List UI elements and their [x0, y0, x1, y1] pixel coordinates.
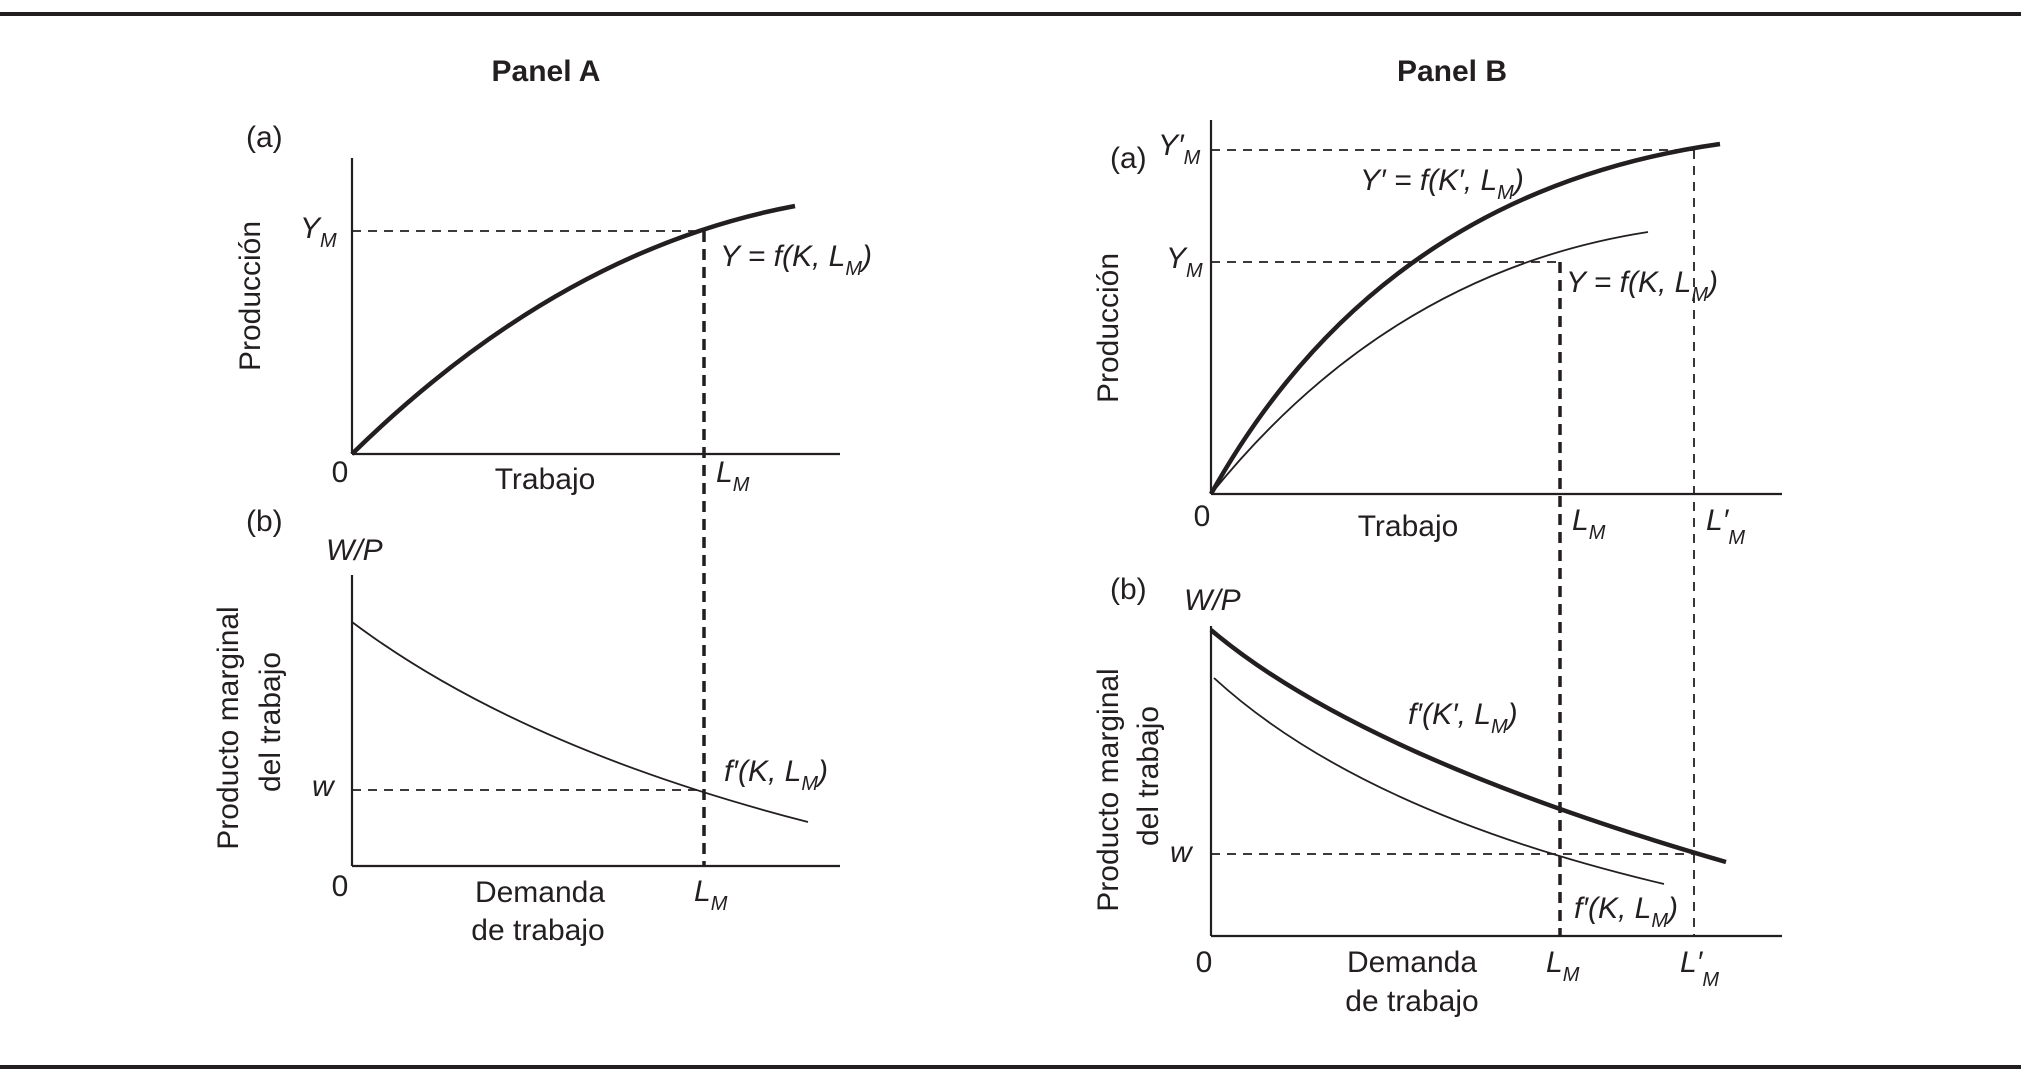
panel-a-b-xlabel-line2: de trabajo [471, 914, 604, 947]
panel-b-ym-tick: YM [1166, 242, 1203, 282]
panel-b-marginal-product-graph: (b) W/P Producto marginal del trabajo 0 … [1092, 573, 1782, 1018]
panel-b-marginal-product-curve-low [1213, 677, 1665, 885]
panel-a-b-lm-tick: LM [694, 875, 728, 915]
panel-a: Panel A (a) Producción Trabajo 0 YM LM Y… [212, 55, 872, 947]
panel-a-b-origin: 0 [332, 870, 349, 903]
panel-b-graph-b-tag: (b) [1110, 573, 1147, 606]
panel-a-marginal-product-curve [351, 621, 809, 823]
panel-a-b-ylabel-line1: Producto marginal [212, 606, 245, 849]
panel-a-a-origin: 0 [332, 456, 349, 489]
panel-b-title: Panel B [1397, 55, 1507, 88]
panel-b-w-tick: w [1170, 836, 1194, 869]
panel-b-production-graph: (a) Producción Trabajo 0 Y′M YM LM L′M Y… [1092, 120, 1782, 936]
panel-b-production-high-label: Y′ = f(K′, LM) [1360, 164, 1524, 204]
panel-a-b-ylabel-line2: del trabajo [254, 652, 287, 792]
panel-b-a-lm-tick: LM [1572, 504, 1606, 544]
panel-b-marginal-product-high-label: f′(K′, LM) [1408, 698, 1518, 738]
panel-b-marginal-product-low-label: f′(K, LM) [1574, 892, 1678, 932]
panel-a-title: Panel A [492, 55, 601, 88]
panel-b-b-lm-tick: LM [1546, 946, 1580, 986]
panel-b-production-curve-high [1209, 141, 1721, 496]
panel-b-b-y-top-label: W/P [1184, 584, 1241, 617]
panel-b-ym-prime-tick: Y′M [1158, 129, 1201, 169]
panel-a-b-y-top-label: W/P [326, 534, 383, 567]
panel-a-production-curve [350, 203, 796, 456]
panel-a-a-xlabel: Trabajo [495, 463, 596, 496]
panel-b-a-lm-prime-tick: L′M [1706, 504, 1745, 549]
panel-a-w-tick: w [312, 770, 336, 803]
panel-b-production-curve-low [1210, 231, 1649, 495]
panel-b-marginal-product-curve-high [1209, 628, 1727, 865]
panel-b-b-xlabel-line2: de trabajo [1345, 985, 1478, 1018]
panel-a-ym-tick: YM [300, 212, 337, 252]
panel-a-production-label: Y = f(K, LM) [720, 240, 872, 280]
panel-b-graph-a-tag: (a) [1110, 142, 1147, 175]
panel-b-b-ylabel-line1: Producto marginal [1092, 668, 1125, 911]
panel-b-a-origin: 0 [1194, 500, 1211, 533]
panel-a-production-graph: (a) Producción Trabajo 0 YM LM Y = f(K, … [234, 121, 872, 866]
panel-b-b-ylabel-line2: del trabajo [1132, 706, 1165, 846]
panel-a-marginal-product-label: f′(K, LM) [724, 755, 828, 795]
panel-b-a-xlabel: Trabajo [1358, 510, 1459, 543]
panel-b-production-low-label: Y = f(K, LM) [1566, 266, 1718, 306]
panel-a-graph-b-tag: (b) [246, 505, 283, 538]
panel-b-b-lm-prime-tick: L′M [1680, 946, 1719, 991]
panel-b: Panel B (a) Producción Trabajo 0 Y′M YM … [1092, 55, 1782, 1018]
panel-a-a-ylabel: Producción [234, 221, 267, 371]
panel-b-a-ylabel: Producción [1092, 253, 1125, 403]
panel-a-marginal-product-graph: (b) W/P Producto marginal del trabajo 0 … [212, 505, 840, 947]
panel-b-b-xlabel-line1: Demanda [1347, 946, 1477, 979]
panel-a-a-lm-tick: LM [716, 456, 750, 496]
panel-b-b-origin: 0 [1196, 946, 1213, 979]
panel-a-b-xlabel-line1: Demanda [475, 876, 605, 909]
panel-a-graph-a-tag: (a) [246, 121, 283, 154]
